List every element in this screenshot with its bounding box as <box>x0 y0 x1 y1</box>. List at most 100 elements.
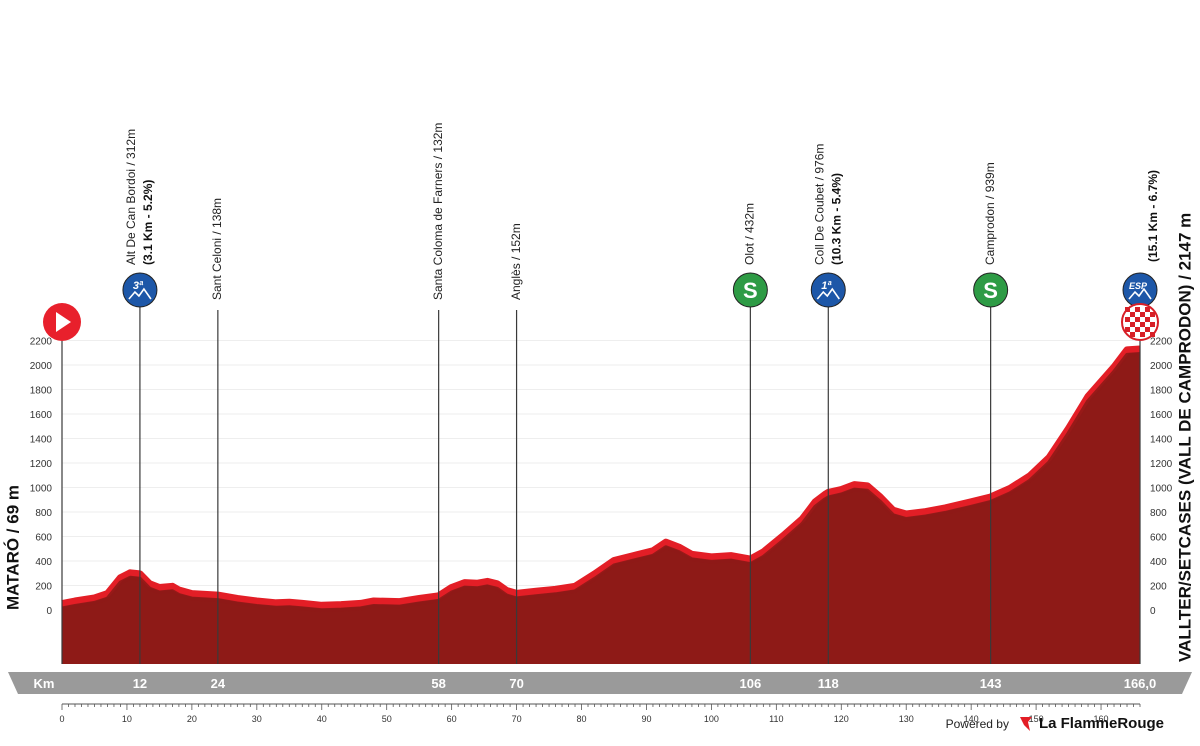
finish-check <box>1145 327 1150 332</box>
y-tick-left: 600 <box>35 533 52 544</box>
finish-check <box>1140 312 1145 317</box>
mountain-glyph <box>1128 287 1152 300</box>
y-tick-left: 1200 <box>30 459 53 470</box>
x-tick-label: 20 <box>187 714 197 724</box>
x-tick-label: 30 <box>252 714 262 724</box>
finish-check <box>1130 322 1135 327</box>
climb-label: Coll De Coubet / 976m <box>812 144 826 265</box>
sprint-icon: S <box>732 272 768 308</box>
finish-check <box>1130 332 1135 337</box>
climb-label: Camprodon / 939m <box>983 162 997 265</box>
credit: Powered by La FlammeRouge <box>946 715 1164 732</box>
y-tick-right: 200 <box>1150 582 1167 593</box>
brand-logo: La FlammeRouge <box>1019 715 1164 732</box>
climb-label: Sant Celoni / 138m <box>210 198 224 300</box>
profile-area <box>61 345 1141 664</box>
finish-check <box>1125 317 1130 322</box>
km-marker: 106 <box>740 676 762 691</box>
y-tick-right: 600 <box>1150 533 1167 544</box>
y-tick-right: 800 <box>1150 508 1167 519</box>
y-tick-right: 1800 <box>1150 386 1173 397</box>
badge-circle <box>973 272 1009 308</box>
finish-check <box>1125 307 1130 312</box>
x-tick-label: 10 <box>122 714 132 724</box>
km-marker: 70 <box>509 676 523 691</box>
y-tick-left: 800 <box>35 508 52 519</box>
badge-circle <box>732 272 768 308</box>
finish-flag-icon <box>1121 303 1159 341</box>
x-tick-label: 150 <box>1029 714 1044 724</box>
y-tick-left: 400 <box>35 557 52 568</box>
climb-detail: (15.1 Km - 6.7%) <box>1146 170 1160 262</box>
finish-check <box>1140 332 1145 337</box>
km-marker: 166,0 <box>1124 676 1157 691</box>
climb-label: Anglès / 152m <box>509 223 523 300</box>
finish-check <box>1145 317 1150 322</box>
y-tick-right: 1600 <box>1150 410 1173 421</box>
finish-check <box>1150 322 1155 327</box>
elevation-shade <box>61 352 1141 613</box>
x-axis: 0 10 20 30 40 50 60 70 80 90 100 110 120 130 140 150 160 <box>59 703 1141 724</box>
badge-label: 1ª <box>821 280 832 292</box>
brand-name: La FlammeRouge <box>1038 715 1164 732</box>
x-tick-label: 50 <box>382 714 392 724</box>
climb-label: Santa Coloma de Farners / 132m <box>431 123 445 300</box>
x-tick-label: 120 <box>834 714 849 724</box>
elevation-ridge <box>61 345 1141 609</box>
powered-by-label: Powered by <box>945 716 1009 731</box>
finish-label: VALLTER/SETCASES (VALL DE CAMPRODON) / 2… <box>1175 213 1194 662</box>
finish-check <box>1130 312 1135 317</box>
km-marker: 58 <box>431 676 445 691</box>
finish-check <box>1150 312 1155 317</box>
km-marker: 24 <box>211 676 226 691</box>
badge-label: S <box>983 278 998 303</box>
km-bar-shape <box>8 672 1192 694</box>
climb-detail: (3.1 Km - 5.2%) <box>141 180 155 265</box>
y-tick-right: 400 <box>1150 557 1167 568</box>
y-axes: 0 0 200 200 400 400 600 600 800 800 1000 1000 1200 12… <box>30 337 1173 618</box>
flame-icon <box>1019 716 1032 731</box>
km-marker: 118 <box>818 676 839 691</box>
mountain-3a-icon: 3ª <box>122 272 158 308</box>
x-tick-label: 140 <box>964 714 979 724</box>
y-tick-right: 1000 <box>1150 484 1173 495</box>
badge-circle <box>122 272 158 308</box>
y-tick-left: 2000 <box>30 361 53 372</box>
y-tick-left: 1000 <box>30 484 53 495</box>
finish-check <box>1150 332 1155 337</box>
km-bar-label: Km <box>34 676 55 691</box>
y-tick-left: 1800 <box>30 386 53 397</box>
x-tick-label: 90 <box>641 714 651 724</box>
km-bar: Km 12 24 58 70 106 118 143 166,0 <box>8 672 1192 694</box>
finish-check <box>1135 307 1140 312</box>
mountain-glyph <box>816 287 840 300</box>
badge-circle <box>810 272 846 308</box>
x-tick-label: 100 <box>704 714 719 724</box>
x-tick-label: 130 <box>899 714 914 724</box>
finish-check <box>1135 317 1140 322</box>
y-tick-left: 200 <box>35 582 52 593</box>
badge-label: 3ª <box>133 280 144 292</box>
climb-label: Olot / 432m <box>743 203 757 265</box>
x-tick-label: 0 <box>59 714 64 724</box>
y-tick-left: 0 <box>46 606 52 617</box>
sprint-icon: S <box>973 272 1009 308</box>
badge-label: S <box>743 278 758 303</box>
elevation-area <box>62 347 1140 664</box>
x-tick-label: 60 <box>447 714 457 724</box>
badge-label: ESP <box>1129 281 1148 291</box>
finish-check <box>1125 327 1130 332</box>
y-tick-right: 2000 <box>1150 361 1173 372</box>
start-label: MATARÓ / 69 m <box>3 485 22 610</box>
y-tick-right: 0 <box>1150 606 1156 617</box>
chart-grid <box>62 340 1140 611</box>
x-tick-label: 160 <box>1094 714 1109 724</box>
km-marker: 143 <box>980 676 1002 691</box>
finish-check <box>1140 322 1145 327</box>
mountain-1a-icon: 1ª <box>810 272 846 308</box>
x-tick-label: 70 <box>512 714 522 724</box>
finish-check <box>1135 327 1140 332</box>
point-markers: 3ª Alt De Can Bordoi / 312m (3.1 Km - 5.2%… <box>43 123 1160 664</box>
y-tick-left: 1600 <box>30 410 53 421</box>
